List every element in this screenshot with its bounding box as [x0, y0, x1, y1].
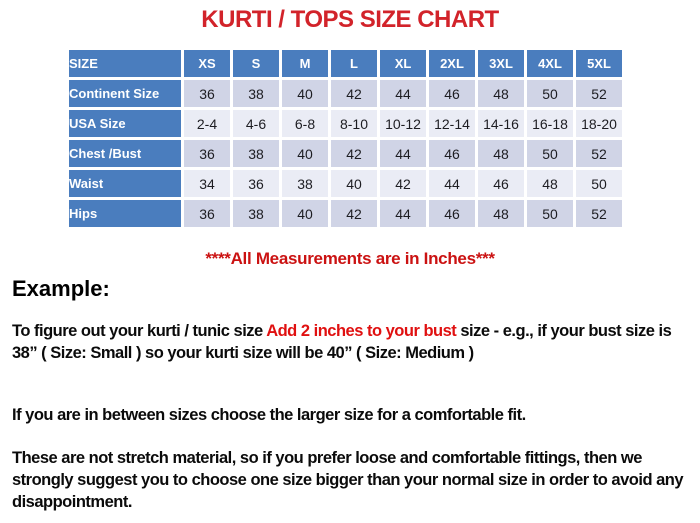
paragraph-sizing-rule-text-after: size - e.g., if your bust size is 38” ( …: [12, 322, 672, 362]
size-cell: 50: [576, 170, 622, 197]
size-cell: 8-10: [331, 110, 377, 137]
col-header-2xl: 2XL: [429, 50, 475, 77]
example-heading: Example:: [12, 276, 110, 301]
size-cell: 42: [331, 200, 377, 227]
table-row-continent-size: Continent Size 36 38 40 42 44 46 48 50 5…: [69, 80, 622, 107]
size-cell: 18-20: [576, 110, 622, 137]
size-cell: 10-12: [380, 110, 426, 137]
size-cell: 44: [380, 140, 426, 167]
table-row-chest-bust: Chest /Bust 36 38 40 42 44 46 48 50 52: [69, 140, 622, 167]
col-header-m: M: [282, 50, 328, 77]
size-cell: 42: [331, 140, 377, 167]
row-label: Continent Size: [69, 80, 181, 107]
table-row-waist: Waist 34 36 38 40 42 44 46 48 50: [69, 170, 622, 197]
size-cell: 38: [233, 200, 279, 227]
table-row-hips: Hips 36 38 40 42 44 46 48 50 52: [69, 200, 622, 227]
size-cell: 16-18: [527, 110, 573, 137]
col-header-3xl: 3XL: [478, 50, 524, 77]
paragraph-sizing-rule-highlight: Add 2 inches to your bust: [266, 322, 457, 340]
table-header-row: SIZE XS S M L XL 2XL 3XL 4XL 5XL: [69, 50, 622, 77]
size-cell: 34: [184, 170, 230, 197]
col-header-s: S: [233, 50, 279, 77]
size-cell: 40: [282, 80, 328, 107]
row-label: Waist: [69, 170, 181, 197]
size-cell: 36: [184, 140, 230, 167]
size-cell: 44: [429, 170, 475, 197]
size-cell: 42: [380, 170, 426, 197]
size-cell: 38: [233, 140, 279, 167]
size-cell: 40: [331, 170, 377, 197]
size-cell: 48: [527, 170, 573, 197]
col-header-4xl: 4XL: [527, 50, 573, 77]
size-cell: 46: [478, 170, 524, 197]
size-cell: 52: [576, 80, 622, 107]
size-cell: 44: [380, 200, 426, 227]
col-header-size: SIZE: [69, 50, 181, 77]
size-cell: 4-6: [233, 110, 279, 137]
size-cell: 36: [184, 80, 230, 107]
size-cell: 40: [282, 140, 328, 167]
row-label: Hips: [69, 200, 181, 227]
measurements-note: ****All Measurements are in Inches***: [205, 249, 495, 268]
page-title: KURTI / TOPS SIZE CHART: [201, 6, 499, 33]
size-cell: 50: [527, 80, 573, 107]
size-cell: 6-8: [282, 110, 328, 137]
col-header-5xl: 5XL: [576, 50, 622, 77]
row-label: Chest /Bust: [69, 140, 181, 167]
paragraph-sizing-rule-text-before: To figure out your kurti / tunic size: [12, 322, 267, 340]
size-cell: 14-16: [478, 110, 524, 137]
paragraph-sizing-rule: To figure out your kurti / tunic size Ad…: [12, 320, 694, 364]
table-row-usa-size: USA Size 2-4 4-6 6-8 8-10 10-12 12-14 14…: [69, 110, 622, 137]
size-cell: 48: [478, 200, 524, 227]
size-cell: 48: [478, 140, 524, 167]
size-cell: 44: [380, 80, 426, 107]
size-cell: 12-14: [429, 110, 475, 137]
size-cell: 50: [527, 140, 573, 167]
size-cell: 38: [233, 80, 279, 107]
size-cell: 42: [331, 80, 377, 107]
row-label: USA Size: [69, 110, 181, 137]
size-table: SIZE XS S M L XL 2XL 3XL 4XL 5XL Contine…: [66, 47, 625, 230]
size-cell: 40: [282, 200, 328, 227]
size-cell: 46: [429, 140, 475, 167]
size-cell: 36: [184, 200, 230, 227]
size-cell: 46: [429, 80, 475, 107]
size-cell: 48: [478, 80, 524, 107]
size-cell: 52: [576, 140, 622, 167]
size-cell: 46: [429, 200, 475, 227]
size-cell: 2-4: [184, 110, 230, 137]
col-header-xl: XL: [380, 50, 426, 77]
size-cell: 50: [527, 200, 573, 227]
col-header-l: L: [331, 50, 377, 77]
col-header-xs: XS: [184, 50, 230, 77]
size-cell: 36: [233, 170, 279, 197]
size-cell: 52: [576, 200, 622, 227]
paragraph-between-sizes: If you are in between sizes choose the l…: [12, 406, 526, 424]
paragraph-stretch-note: These are not stretch material, so if yo…: [12, 449, 684, 511]
size-cell: 38: [282, 170, 328, 197]
